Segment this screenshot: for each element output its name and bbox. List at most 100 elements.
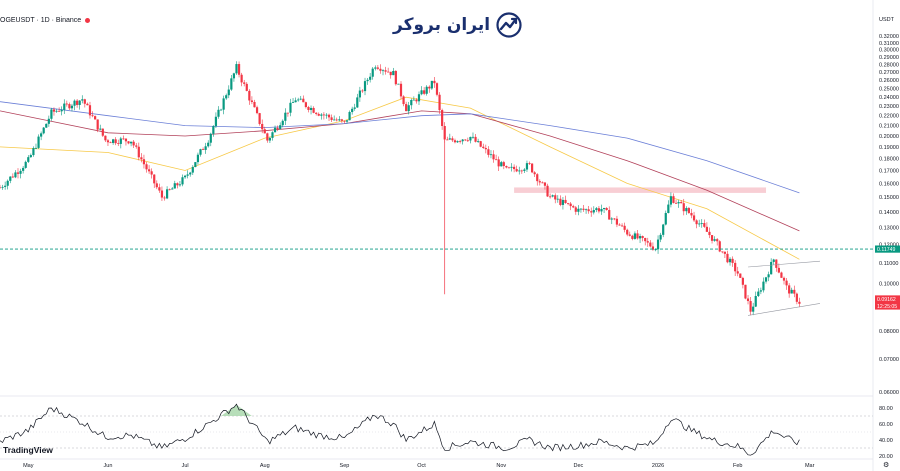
candle-body (536, 174, 539, 182)
wedge-lower-line (747, 303, 821, 316)
candle-body (299, 98, 302, 100)
candle-body (690, 212, 693, 216)
time-axis[interactable]: May Jun Jul Aug Sep Oct Nov Dec 2026 Feb Mar (23, 463, 815, 469)
candle-body (672, 196, 675, 203)
settings-gear-icon[interactable]: ⚙ (883, 462, 890, 469)
price-tick-label: 0.30000 (879, 48, 899, 54)
candle-body (495, 159, 498, 161)
candle-body (677, 202, 680, 204)
candle-body (14, 172, 17, 178)
candle-body (752, 306, 755, 312)
candle-body (590, 211, 593, 213)
candle-body (27, 157, 30, 162)
candle-body (477, 141, 480, 142)
candle-body (250, 100, 254, 102)
candle-body (356, 97, 359, 108)
price-tick-label: 0.07000 (879, 357, 899, 363)
candle-body (11, 176, 14, 178)
candle-body (9, 176, 12, 181)
time-tick-label: Oct (417, 463, 426, 469)
candle-body (680, 202, 683, 204)
candle-body (16, 172, 20, 174)
candle-body (698, 223, 701, 225)
candle-body (150, 171, 153, 175)
candle-body (45, 123, 48, 128)
candle-body (577, 208, 580, 212)
candle-body (227, 89, 230, 96)
candle-body (317, 113, 320, 116)
candle-body (770, 261, 773, 275)
candle-body (325, 114, 328, 116)
candle-body (73, 100, 76, 106)
candle-body (644, 237, 647, 242)
candle-body (682, 203, 685, 212)
candle-body (788, 285, 791, 294)
time-tick-label: Jun (104, 463, 113, 469)
candle-body (780, 272, 783, 278)
candle-body (754, 296, 757, 307)
candle-body (361, 90, 364, 92)
time-tick-label: Feb (733, 463, 742, 469)
candle-body (525, 163, 529, 170)
candle-body (243, 82, 246, 84)
candle-body (435, 83, 439, 95)
price-tick-label: 0.11000 (879, 261, 898, 267)
candle-body (723, 251, 726, 254)
candle-body (582, 208, 585, 210)
price-tick-label: 0.24000 (879, 95, 899, 101)
symbol-header[interactable]: OGEUSDT · 1D · Binance (0, 17, 91, 24)
candle-body (451, 138, 454, 141)
candle-body (561, 199, 565, 205)
candle-body (502, 162, 505, 167)
candle-body (664, 212, 667, 225)
candle-body (687, 208, 691, 213)
candle-body (312, 107, 315, 113)
candle-body (327, 114, 331, 118)
candle-body (158, 187, 161, 191)
candle-body (592, 210, 595, 213)
candle-body (749, 301, 752, 312)
candle-body (217, 109, 220, 117)
candle-body (353, 107, 356, 109)
candle-body (538, 181, 541, 183)
candle-body (47, 118, 50, 124)
candle-body (453, 140, 457, 143)
candle-body (394, 70, 397, 85)
candle-body (438, 94, 441, 111)
candle-body (762, 281, 765, 291)
candle-body (338, 119, 341, 121)
candle-body (633, 233, 637, 239)
candle-body (37, 136, 40, 148)
candles (0, 61, 801, 316)
candle-body (674, 202, 678, 204)
candle-body (410, 99, 413, 106)
candle-body (692, 215, 696, 221)
candle-body (487, 149, 490, 155)
candle-body (641, 236, 644, 238)
candle-body (459, 141, 462, 142)
candle-body (469, 136, 472, 141)
price-tick-label: 0.18000 (879, 156, 899, 162)
candle-body (656, 239, 660, 250)
candle-body (22, 167, 25, 171)
candle-body (482, 146, 485, 148)
candle-body (81, 99, 84, 101)
candle-body (379, 68, 382, 71)
candle-body (237, 64, 241, 75)
price-label-box (875, 302, 900, 310)
oscillator-tick-label: 40.00 (879, 438, 893, 444)
candle-body (304, 102, 307, 108)
candle-body (649, 242, 652, 247)
candle-body (700, 223, 703, 224)
candle-body (279, 125, 282, 129)
moving-average-line-2 (0, 110, 800, 232)
time-tick-label: Mar (805, 463, 815, 469)
candle-body (448, 138, 451, 140)
candle-body (214, 116, 218, 127)
price-tick-label: 0.17000 (879, 169, 899, 175)
candle-body (402, 96, 405, 105)
time-tick-label: Nov (496, 463, 506, 469)
price-tick-label: 0.31000 (879, 41, 899, 47)
